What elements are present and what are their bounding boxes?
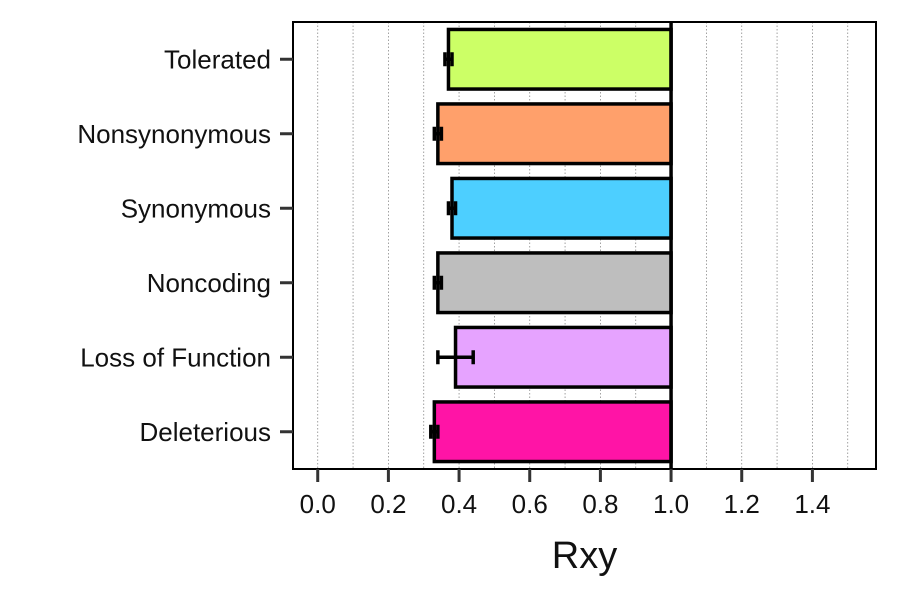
x-tick-label: 0.8 <box>582 489 618 519</box>
x-tick-label: 1.2 <box>724 489 760 519</box>
x-tick-label: 1.0 <box>653 489 689 519</box>
x-tick-label: 0.6 <box>512 489 548 519</box>
gridlines <box>317 22 849 469</box>
x-axis-title: Rxy <box>552 535 617 577</box>
y-axis: Tolerated Nonsynonymous Synonymous Noncodin… <box>77 44 293 447</box>
bar <box>446 27 673 91</box>
x-tick-label: 0.4 <box>441 489 477 519</box>
error-bars <box>429 52 475 439</box>
y-tick-label: Tolerated <box>164 44 271 74</box>
plot-panel-border <box>292 21 877 470</box>
y-tick-label: Nonsynonymous <box>77 119 271 149</box>
bar <box>453 325 673 389</box>
bar <box>450 176 673 240</box>
x-axis: 0.0 0.2 0.4 0.6 0.8 1.0 1.2 1.4 <box>300 469 830 519</box>
x-tick-label: 0.2 <box>370 489 406 519</box>
y-tick-label: Noncoding <box>147 268 271 298</box>
bar <box>436 251 673 315</box>
y-tick-label: Loss of Function <box>80 342 271 372</box>
bar <box>432 400 673 464</box>
x-tick-label: 1.4 <box>794 489 830 519</box>
bar <box>436 102 673 166</box>
x-tick-label: 0.0 <box>300 489 336 519</box>
y-tick-label: Synonymous <box>121 193 271 223</box>
y-tick-label: Deleterious <box>139 417 271 447</box>
